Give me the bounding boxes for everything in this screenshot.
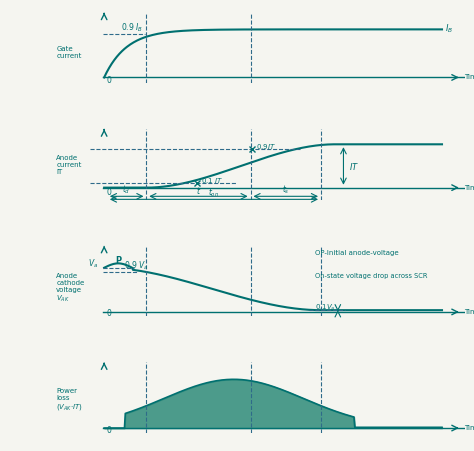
- Text: Anode
cathode
voltage
$V_{AK}$: Anode cathode voltage $V_{AK}$: [56, 272, 84, 304]
- Text: Time t: Time t: [465, 308, 474, 314]
- Text: Gate
current: Gate current: [56, 46, 82, 58]
- Text: $t_s$: $t_s$: [282, 184, 290, 196]
- Text: $t_d$: $t_d$: [122, 184, 131, 196]
- Text: Time t: Time t: [465, 184, 474, 190]
- Text: 0: 0: [107, 309, 112, 318]
- Text: $I_B$: $I_B$: [445, 22, 453, 35]
- Text: P: P: [115, 255, 121, 264]
- Text: 0: 0: [107, 188, 112, 197]
- Text: Time t: Time t: [465, 424, 474, 430]
- Text: $V_a$: $V_a$: [88, 257, 99, 269]
- Text: 0: 0: [107, 425, 112, 434]
- Text: 0.1 $IT$: 0.1 $IT$: [201, 176, 223, 185]
- Text: OP-Initial anode-voltage: OP-Initial anode-voltage: [315, 249, 398, 256]
- Text: 0.9 $I_B$: 0.9 $I_B$: [121, 22, 143, 34]
- Text: 0.1$V_a$: 0.1$V_a$: [315, 302, 336, 313]
- Text: Time t: Time t: [465, 74, 474, 80]
- Text: Power
loss
($V_{AK}$·$IT$): Power loss ($V_{AK}$·$IT$): [56, 387, 83, 411]
- Text: Anode
current
IT: Anode current IT: [56, 154, 82, 175]
- Text: $IT$: $IT$: [349, 161, 359, 172]
- Text: $t$: $t$: [196, 185, 201, 196]
- Text: $t_{on}$: $t_{on}$: [208, 187, 219, 199]
- Text: 0.9 $V_a$: 0.9 $V_a$: [124, 259, 148, 271]
- Text: On-state voltage drop across SCR: On-state voltage drop across SCR: [315, 273, 427, 279]
- Text: 0: 0: [107, 76, 112, 85]
- Text: 0.9$IT$: 0.9$IT$: [256, 142, 276, 151]
